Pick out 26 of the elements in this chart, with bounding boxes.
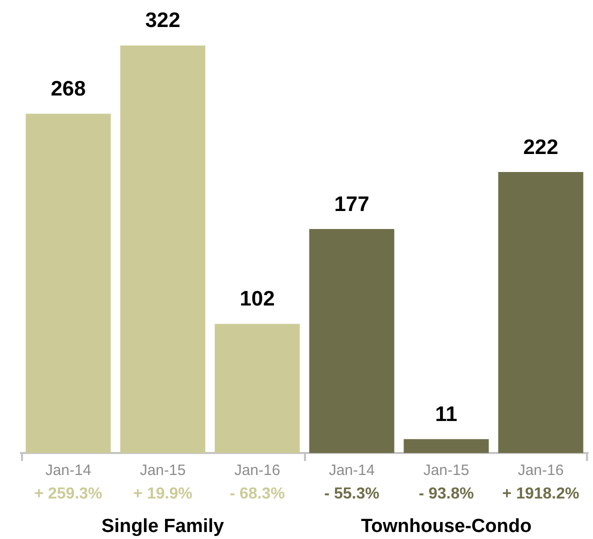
data-label: 268	[50, 78, 86, 101]
data-label: 222	[523, 136, 558, 159]
text: Townhouse-Condo	[360, 516, 532, 538]
text: + 1918.2%	[502, 485, 580, 502]
bar	[498, 172, 584, 453]
bar	[26, 114, 111, 453]
bar	[214, 324, 300, 453]
data-label: 102	[240, 288, 275, 311]
bar	[404, 439, 489, 453]
x-tick-label: Jan-15	[423, 462, 470, 480]
x-tick-label: Jan-14	[328, 462, 375, 480]
text: + 19.9%	[133, 485, 192, 502]
text: + 259.3%	[34, 485, 102, 502]
x-tick-label: Jan-14	[45, 462, 92, 480]
data-label: 11	[435, 402, 458, 426]
text: Single Family	[102, 516, 224, 538]
text: - 68.3%	[230, 485, 285, 502]
data-label: 177	[334, 192, 370, 216]
data-label: 322	[145, 9, 180, 32]
text: - 93.8%	[418, 485, 474, 502]
x-tick-label: Jan-16	[234, 462, 280, 480]
text: - 55.3%	[324, 485, 380, 502]
bar	[120, 45, 206, 453]
x-tick-label: Jan-15	[140, 462, 186, 480]
bar	[309, 228, 394, 453]
x-tick-label: Jan-16	[518, 462, 564, 480]
